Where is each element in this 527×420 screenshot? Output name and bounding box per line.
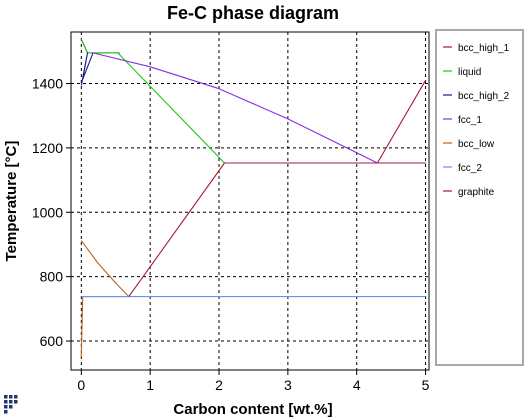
legend-label-bcc-high-2: bcc_high_2 (458, 91, 510, 102)
x-tick-label: 0 (77, 377, 85, 393)
legend-label-fcc-1: fcc_1 (458, 115, 482, 126)
x-tick-label: 3 (284, 377, 292, 393)
chart-title: Fe-C phase diagram (167, 3, 339, 23)
y-tick-label: 800 (40, 269, 64, 285)
logo-dot (9, 400, 13, 404)
logo-dot (4, 405, 8, 409)
legend-label-bcc-low: bcc_low (458, 139, 495, 150)
logo-dot (4, 410, 8, 414)
logo-dot (4, 395, 8, 399)
legend-label-bcc-high-1: bcc_high_1 (458, 43, 510, 54)
y-axis-title: Temperature [°C] (3, 141, 20, 262)
x-axis-title: Carbon content [wt.%] (173, 401, 332, 418)
x-tick-label: 1 (146, 377, 154, 393)
x-tick-label: 2 (215, 377, 223, 393)
y-tick-label: 1200 (32, 140, 63, 156)
logo-dot (4, 400, 8, 404)
legend-label-fcc-2: fcc_2 (458, 163, 482, 174)
y-tick-label: 600 (40, 333, 64, 349)
logo-dot (9, 395, 13, 399)
x-tick-label: 4 (353, 377, 361, 393)
logo-dot (9, 405, 13, 409)
plot-area (71, 32, 429, 370)
logo-dot (14, 400, 18, 404)
x-tick-label: 5 (422, 377, 430, 393)
logo-dot (14, 395, 18, 399)
legend-label-liquid: liquid (458, 67, 481, 78)
legend-label-graphite: graphite (458, 187, 495, 198)
y-tick-label: 1400 (32, 76, 63, 92)
y-tick-label: 1000 (32, 204, 63, 220)
software-logo-icon (4, 395, 18, 414)
